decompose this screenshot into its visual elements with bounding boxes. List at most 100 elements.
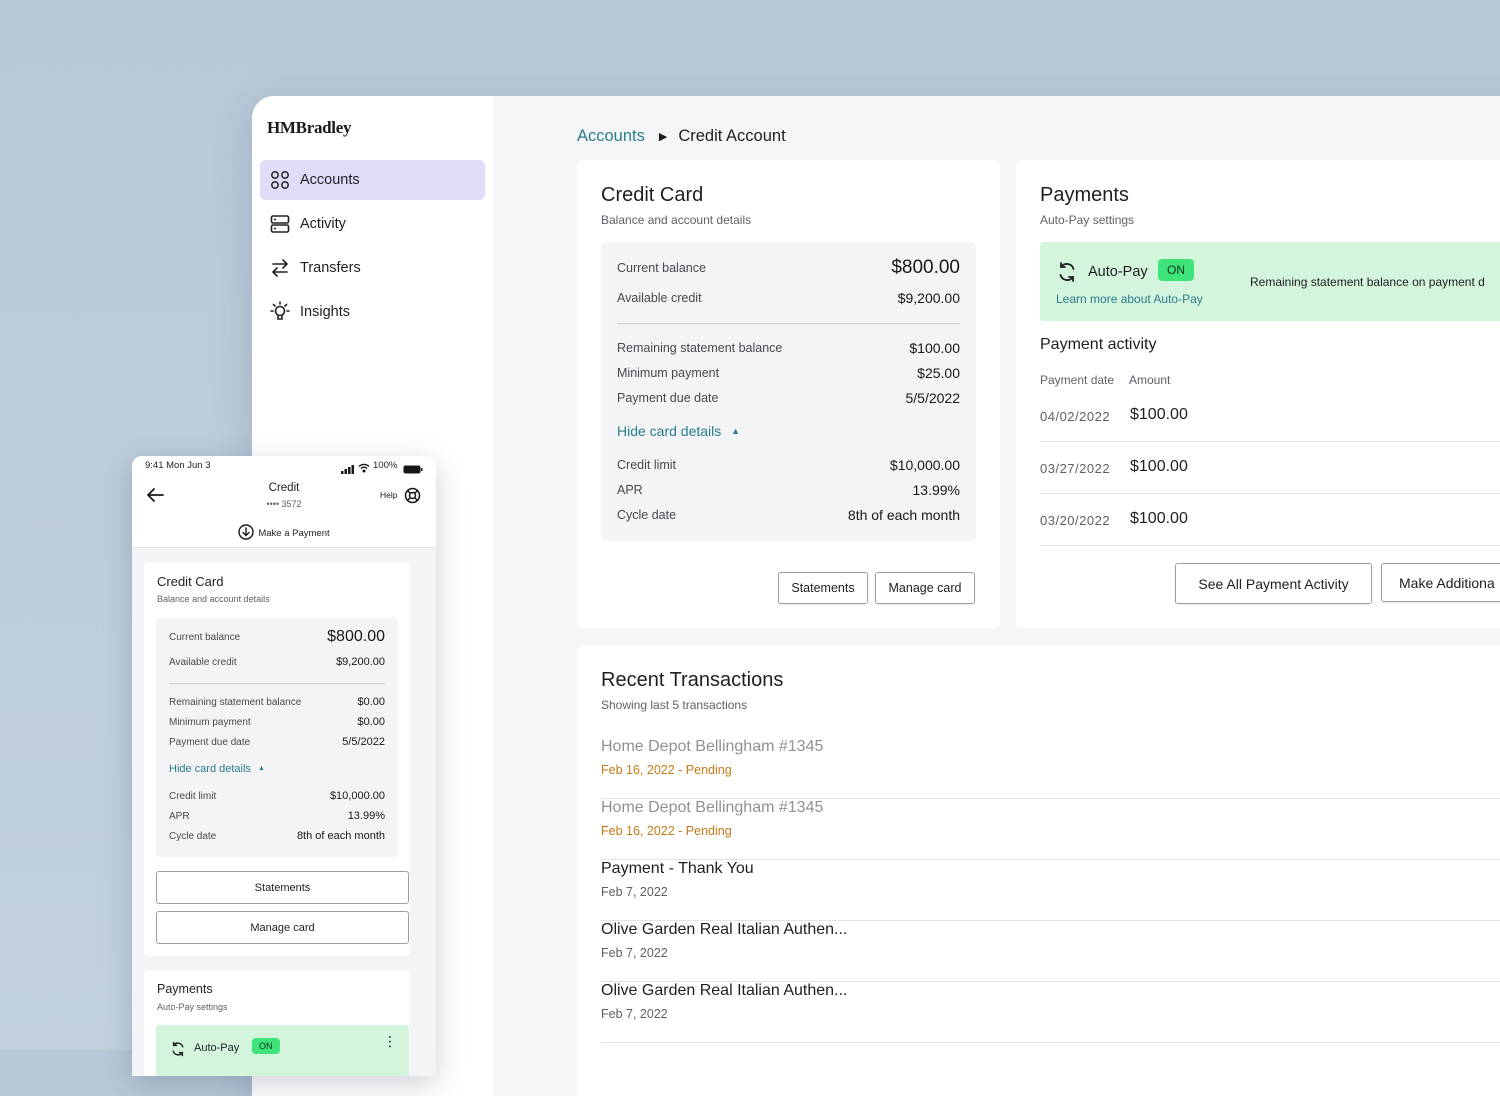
remaining-balance-label: Remaining statement balance	[617, 341, 783, 355]
breadcrumb: Accounts ▶ Credit Account	[577, 127, 786, 146]
mobile-card-title: Credit Card	[157, 574, 224, 589]
transactions-subtitle: Showing last 5 transactions	[601, 698, 748, 712]
payment-date-column-header: Payment date	[1040, 373, 1115, 387]
sidebar-item-label: Activity	[300, 216, 346, 232]
balance-details-panel: Current balance $800.00 Available credit…	[601, 242, 976, 541]
transaction-name: Payment - Thank You	[601, 860, 754, 877]
mobile-cycle-value: 8th of each month	[296, 830, 385, 842]
transaction-row[interactable]: Payment - Thank You Feb 7, 2022	[601, 860, 1500, 921]
hide-card-details-toggle[interactable]: Hide card details ▲	[617, 423, 740, 439]
credit-limit-value: $10,000.00	[889, 457, 960, 473]
see-all-payment-activity-button[interactable]: See All Payment Activity	[1175, 563, 1372, 604]
sidebar-item-label: Accounts	[300, 172, 360, 188]
account-mask: •••• 3572	[266, 499, 302, 509]
transaction-row[interactable]: Home Depot Bellingham #1345 Feb 16, 2022…	[601, 799, 1500, 860]
lifebuoy-icon[interactable]	[404, 487, 421, 509]
apr-value: 13.99%	[912, 482, 960, 498]
due-date-label: Payment due date	[617, 391, 719, 405]
mobile-due-date-label: Payment due date	[169, 736, 251, 748]
mobile-balance-panel: Current balance $800.00 Available credit $…	[156, 618, 398, 857]
payments-panel: Payments Auto-Pay settings Auto-Pay ON L…	[1016, 160, 1500, 628]
apr-label: APR	[617, 483, 643, 497]
available-credit-label: Available credit	[617, 291, 702, 305]
mobile-available-credit-label: Available credit	[169, 656, 237, 668]
caret-up-icon: ▲	[731, 426, 741, 436]
mobile-payments-subtitle: Auto-Pay settings	[157, 1002, 228, 1012]
credit-card-subtitle: Balance and account details	[601, 213, 752, 227]
payment-date: 04/02/2022	[1040, 409, 1111, 424]
available-credit-value: $9,200.00	[897, 290, 960, 306]
transaction-date: Feb 16, 2022 - Pending	[601, 824, 732, 838]
help-link[interactable]: Help	[380, 490, 398, 500]
download-circle-icon	[238, 524, 255, 543]
payment-row: 03/27/2022 $100.00	[1040, 442, 1500, 494]
transaction-row[interactable]: Home Depot Bellingham #1345 Feb 16, 2022…	[601, 738, 1500, 799]
desktop-window: HMBradley Accounts Activity	[252, 96, 1500, 1096]
payment-amount: $100.00	[1130, 510, 1188, 527]
transaction-row[interactable]: Olive Garden Real Italian Authen... Feb …	[601, 982, 1500, 1043]
mobile-cycle-label: Cycle date	[169, 830, 217, 842]
divider	[617, 323, 960, 324]
cycle-date-value: 8th of each month	[847, 507, 960, 523]
mobile-remaining-value: $0.00	[357, 696, 385, 708]
autopay-learn-more-link[interactable]: Learn more about Auto-Pay	[1056, 292, 1203, 306]
recent-transactions-panel: Recent Transactions Showing last 5 trans…	[577, 645, 1500, 1096]
manage-card-button[interactable]: Manage card	[875, 572, 975, 604]
minimum-payment-label: Minimum payment	[617, 366, 720, 380]
transaction-row[interactable]: Olive Garden Real Italian Authen... Feb …	[601, 921, 1500, 982]
mobile-statements-button[interactable]: Statements	[156, 871, 409, 904]
cycle-date-label: Cycle date	[617, 508, 677, 522]
hide-card-details-label: Hide card details	[617, 423, 722, 439]
due-date-value: 5/5/2022	[905, 390, 961, 406]
divider	[169, 683, 385, 684]
transaction-date: Feb 7, 2022	[601, 1007, 668, 1021]
sync-icon	[1056, 261, 1078, 288]
mobile-payments-title: Payments	[157, 982, 213, 996]
grid-icon	[269, 169, 291, 191]
mobile-remaining-label: Remaining statement balance	[169, 696, 302, 708]
wifi-icon	[358, 460, 370, 478]
make-payment-button[interactable]: Make a Payment	[132, 524, 436, 543]
mobile-autopay-banner: Auto-Pay ON ⋮	[156, 1025, 409, 1076]
page-title: Credit Account	[678, 127, 786, 145]
mobile-header: 9:41 Mon Jun 3 100% Credit •••• 3572 Hel…	[132, 456, 436, 548]
payment-date: 03/27/2022	[1040, 461, 1111, 476]
payment-amount: $100.00	[1130, 458, 1188, 475]
mobile-credit-card-panel: Credit Card Balance and account details …	[144, 562, 410, 956]
mobile-min-payment-value: $0.00	[357, 716, 385, 728]
sidebar-item-activity[interactable]: Activity	[260, 204, 485, 244]
mobile-autopay-label: Auto-Pay	[194, 1042, 240, 1054]
sidebar-item-transfers[interactable]: Transfers	[260, 248, 485, 288]
autopay-description: Remaining statement balance on payment d	[1250, 275, 1485, 289]
sidebar-item-accounts[interactable]: Accounts	[260, 160, 485, 200]
mobile-autopay-status-badge[interactable]: ON	[252, 1038, 280, 1054]
mobile-title: Credit	[268, 482, 300, 494]
autopay-label: Auto-Pay	[1088, 264, 1148, 280]
caret-right-icon: ▶	[658, 131, 668, 143]
sync-icon	[170, 1041, 186, 1062]
make-additional-payment-button[interactable]: Make Additiona	[1381, 563, 1500, 602]
transaction-name: Home Depot Bellingham #1345	[601, 738, 824, 755]
sidebar-item-label: Transfers	[300, 260, 361, 276]
mobile-manage-card-button[interactable]: Manage card	[156, 911, 409, 944]
make-payment-label: Make a Payment	[258, 528, 330, 539]
payment-amount: $100.00	[1130, 406, 1188, 423]
statements-button[interactable]: Statements	[778, 572, 868, 604]
arrows-icon	[269, 257, 291, 279]
payments-subtitle: Auto-Pay settings	[1040, 213, 1135, 227]
back-arrow-icon[interactable]	[146, 487, 164, 508]
transaction-name: Olive Garden Real Italian Authen...	[601, 921, 848, 938]
signal-icon	[341, 461, 355, 479]
mobile-card-subtitle: Balance and account details	[157, 594, 270, 604]
kebab-menu-icon[interactable]: ⋮	[383, 1033, 397, 1049]
mobile-credit-limit-label: Credit limit	[169, 790, 217, 802]
mobile-current-balance-value: $800.00	[327, 628, 385, 645]
breadcrumb-accounts-link[interactable]: Accounts	[577, 127, 645, 145]
brand-logo: HMBradley	[267, 118, 352, 137]
sidebar-item-insights[interactable]: Insights	[260, 292, 485, 332]
battery-percent: 100%	[373, 460, 398, 471]
mobile-hide-card-details-toggle[interactable]: Hide card details ▲	[169, 763, 265, 775]
autopay-banner: Auto-Pay ON Learn more about Auto-Pay Re…	[1040, 242, 1500, 321]
credit-card-panel: Credit Card Balance and account details …	[577, 160, 1000, 628]
autopay-status-badge[interactable]: ON	[1158, 259, 1194, 281]
